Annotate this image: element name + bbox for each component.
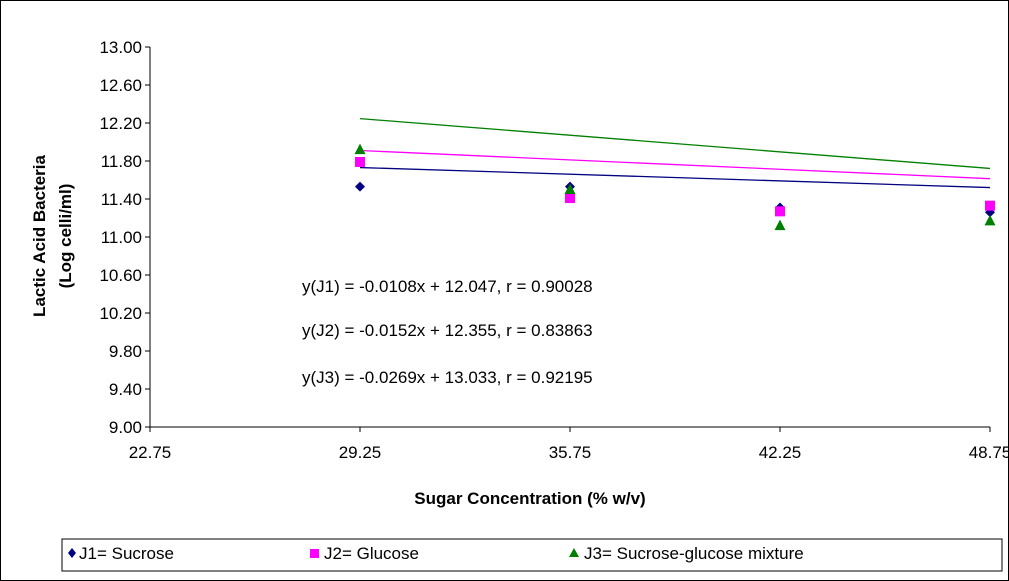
y-tick-label: 12.60 [99, 76, 142, 95]
y-ticks: 9.00 9.40 9.80 10.20 10.60 11.00 11.40 11.80 12.… [99, 38, 150, 437]
y-tick-label: 9.80 [109, 342, 142, 361]
legend-item-j3: J3= Sucrose-glucose mixture [569, 544, 804, 563]
x-tick-label: 29.25 [339, 443, 382, 462]
y-axis-title-line2: (Log celli/ml) [56, 184, 75, 289]
data-point-j2 [985, 200, 995, 211]
legend-label-j1: J1= Sucrose [79, 544, 174, 563]
legend-marker-j1 [68, 548, 76, 558]
legend-item-j2: J2= Glucose [310, 544, 419, 563]
plot-area: 9.00 9.40 9.80 10.20 10.60 11.00 11.40 11.80 12.… [99, 38, 1009, 462]
y-tick-label: 11.40 [101, 190, 142, 209]
legend-box [61, 538, 1003, 572]
x-tick-label: 22.75 [129, 443, 172, 462]
legend-label-j2: J2= Glucose [324, 544, 419, 563]
x-tick-label: 42.25 [759, 443, 802, 462]
x-axis-title: Sugar Concentration (% w/v) [414, 489, 645, 508]
x-ticks: 22.75 29.25 35.75 42.25 48.75 [129, 427, 1009, 462]
y-axis-title-line1: Lactic Acid Bacteria [30, 155, 49, 317]
equation-j2: y(J2) = -0.0152x + 12.355, r = 0.83863 [302, 321, 593, 340]
y-tick-label: 10.60 [99, 266, 142, 285]
equation-j1: y(J1) = -0.0108x + 12.047, r = 0.90028 [302, 277, 593, 296]
x-tick-label: 48.75 [969, 443, 1009, 462]
data-point-j2 [355, 156, 365, 167]
data-point-j3 [564, 183, 576, 194]
legend-marker-j3 [569, 548, 579, 557]
legend-item-j1: J1= Sucrose [68, 544, 174, 563]
y-tick-label: 9.40 [109, 380, 142, 399]
legend-marker-j2 [310, 549, 319, 558]
trendline-j2 [359, 149, 991, 180]
fit-lines [359, 117, 991, 189]
trendline-j3 [359, 117, 991, 170]
data-points [354, 143, 996, 231]
y-tick-label: 10.20 [99, 304, 142, 323]
y-tick-label: 13.00 [99, 38, 142, 57]
y-tick-label: 11.80 [101, 152, 142, 171]
data-point-j3 [984, 214, 996, 226]
y-tick-label: 11.00 [101, 228, 142, 247]
legend: J1= Sucrose J2= Glucose J3= Sucrose-gluc… [61, 538, 1003, 572]
y-tick-label: 12.20 [99, 114, 142, 133]
data-point-j1 [355, 181, 365, 192]
data-point-j3 [354, 143, 366, 155]
data-point-j2 [775, 206, 785, 217]
equation-j3: y(J3) = -0.0269x + 13.033, r = 0.92195 [302, 368, 593, 387]
trendline-j1 [359, 166, 991, 189]
data-point-j2 [565, 193, 575, 204]
data-point-j3 [774, 219, 786, 231]
legend-label-j3: J3= Sucrose-glucose mixture [584, 544, 804, 563]
y-tick-label: 9.00 [109, 418, 142, 437]
x-tick-label: 35.75 [549, 443, 592, 462]
